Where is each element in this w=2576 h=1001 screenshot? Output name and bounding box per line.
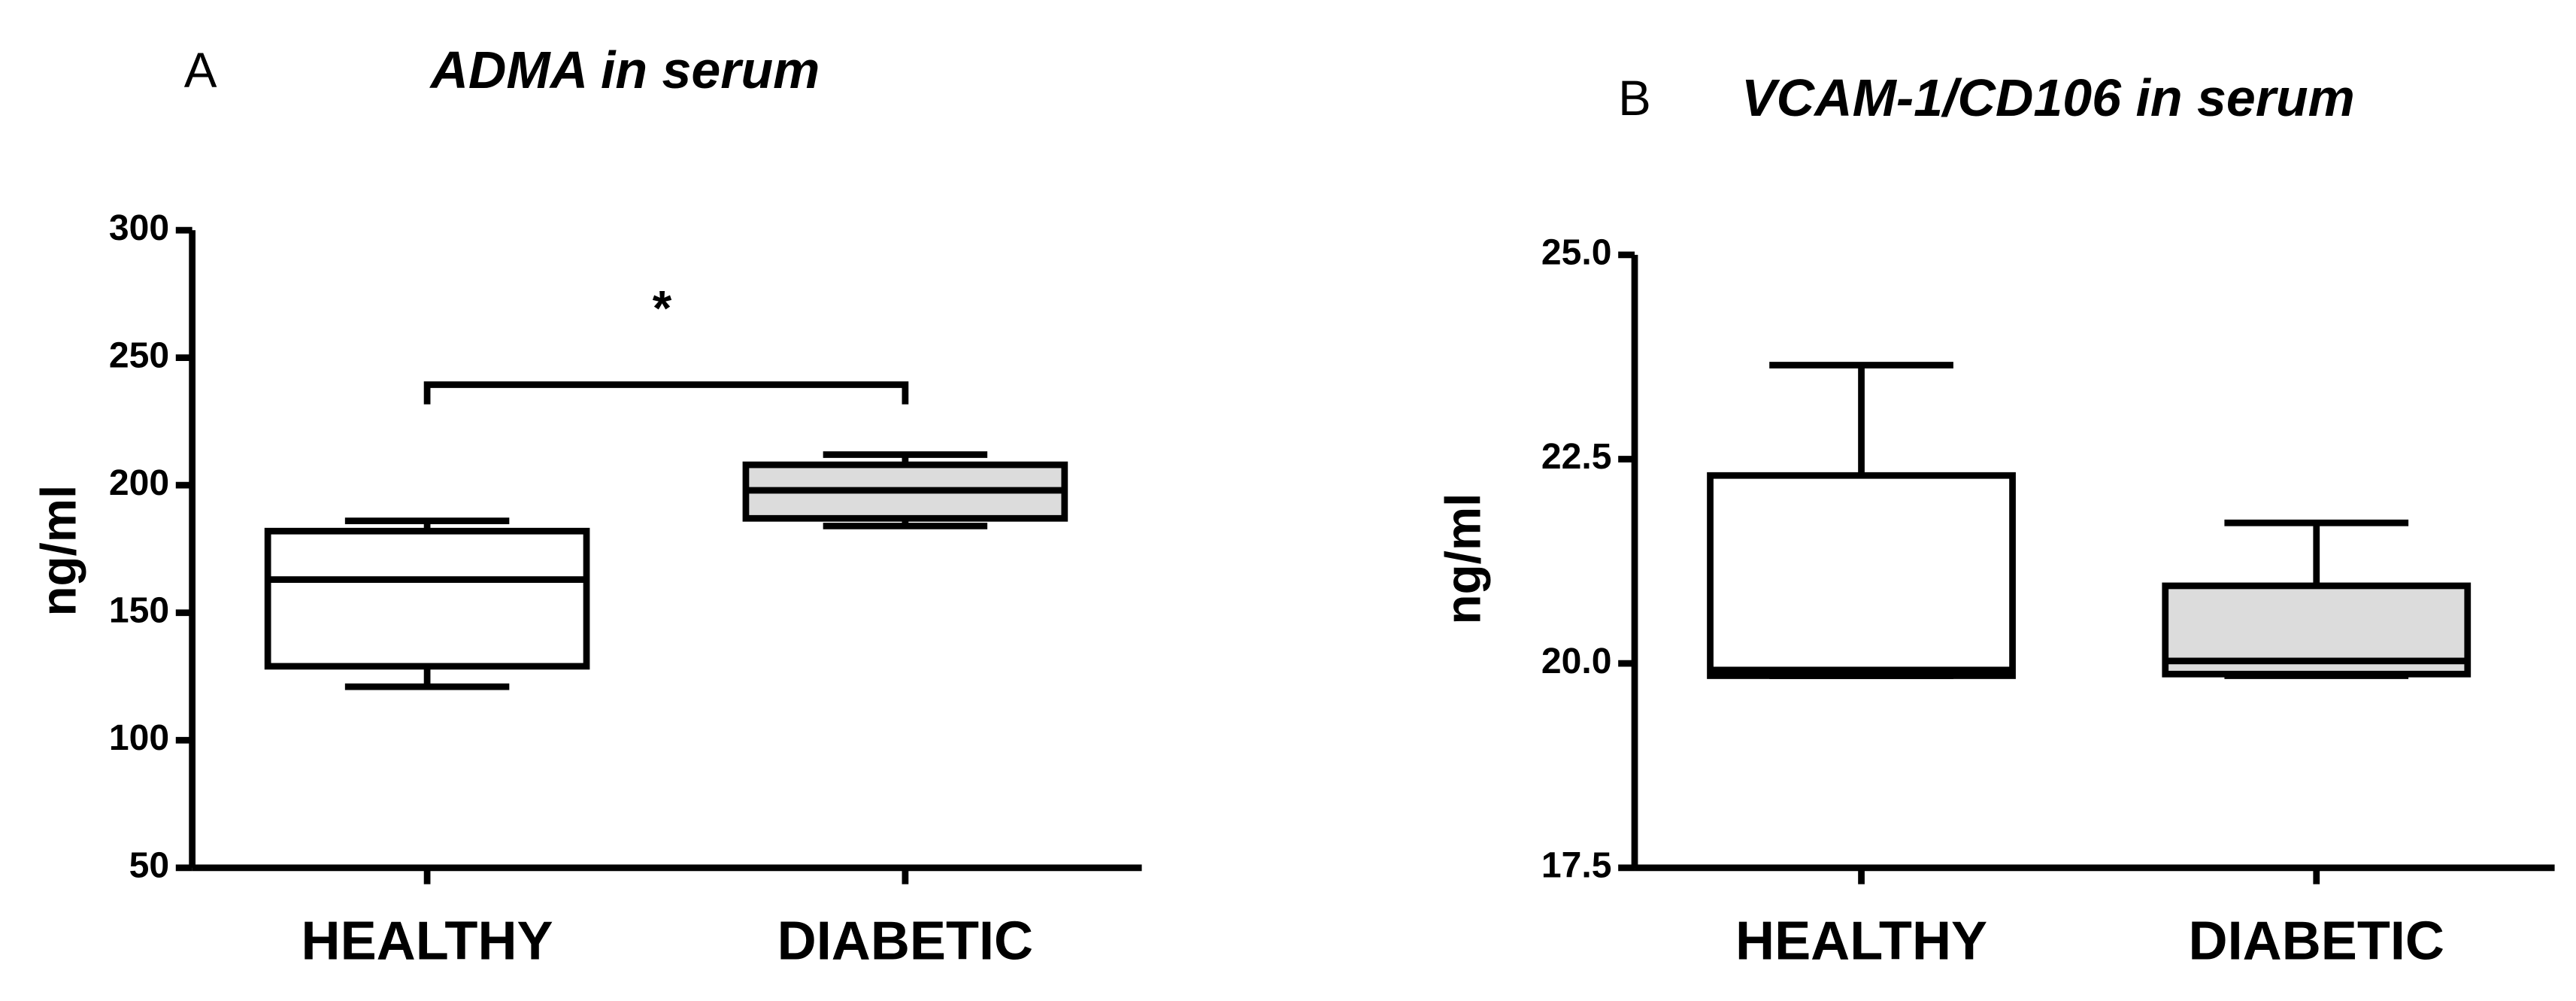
y-tick-label: 22.5 — [1541, 436, 1612, 477]
y-tick-label: 200 — [109, 463, 169, 503]
panel-label: B — [1618, 71, 1651, 126]
y-axis-label: ng/ml — [1435, 493, 1490, 625]
y-tick-label: 25.0 — [1541, 232, 1612, 273]
box — [264, 527, 590, 670]
y-tick-label: 300 — [109, 208, 169, 248]
x-tick-label: DIABETIC — [777, 912, 1033, 972]
y-tick-label: 100 — [109, 717, 169, 758]
y-tick-label: 150 — [109, 590, 169, 630]
chart-title: VCAM-1/CD106 in serum — [1741, 68, 2355, 127]
y-tick-label: 20.0 — [1541, 641, 1612, 681]
significance-annotation: * — [653, 281, 672, 336]
significance-bracket — [423, 381, 909, 405]
y-tick-label: 50 — [129, 845, 169, 886]
y-tick-label: 250 — [109, 335, 169, 375]
chart-title: ADMA in serum — [429, 41, 820, 99]
x-tick-label: HEALTHY — [302, 912, 553, 972]
panel-label: A — [184, 43, 217, 98]
box — [1707, 472, 2016, 679]
x-tick-label: DIABETIC — [2189, 912, 2444, 972]
y-axis-label: ng/ml — [31, 485, 86, 617]
y-tick-label: 17.5 — [1541, 845, 1612, 886]
x-tick-label: HEALTHY — [1735, 912, 1987, 972]
